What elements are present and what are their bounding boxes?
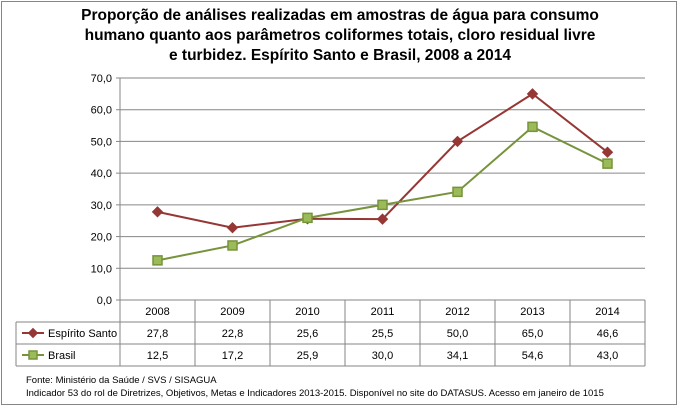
x-tick-label: 2014 <box>595 306 619 318</box>
data-point-brasil <box>527 121 538 133</box>
data-point-espirito-santo <box>151 206 164 218</box>
table-value-brasil: 17,2 <box>222 350 243 362</box>
data-point-espirito-santo <box>376 213 389 225</box>
data-point-brasil <box>602 158 613 169</box>
footer-note: Indicador 53 do rol de Diretrizes, Objet… <box>26 388 604 399</box>
y-tick-label: 60,0 <box>91 105 112 117</box>
x-tick-label: 2010 <box>295 306 319 318</box>
x-tick-label: 2011 <box>371 306 395 318</box>
chart-title: Proporção de análises realizadas em amos… <box>0 6 680 66</box>
data-point-espirito-santo <box>226 221 239 234</box>
chart-footer: Fonte: Ministério da Saúde / SVS / SISAG… <box>26 374 604 400</box>
table-value-brasil: 12,5 <box>147 350 168 362</box>
data-point-brasil <box>302 212 313 224</box>
y-tick-label: 10,0 <box>91 263 112 275</box>
y-tick-label: 40,0 <box>91 168 112 180</box>
y-tick-label: 20,0 <box>91 232 112 244</box>
data-point-brasil <box>227 240 238 251</box>
table-value-espirito-santo: 50,0 <box>447 328 468 340</box>
table-value-espirito-santo: 65,0 <box>522 328 543 340</box>
table-value-brasil: 54,6 <box>522 350 543 362</box>
data-point-espirito-santo <box>526 88 539 100</box>
y-tick-label: 50,0 <box>91 136 112 148</box>
table-value-espirito-santo: 46,6 <box>597 328 618 340</box>
chart-title-line-2: humano quanto aos parâmetros coliformes … <box>84 27 596 44</box>
table-value-brasil: 34,1 <box>447 350 468 362</box>
table-value-espirito-santo: 25,6 <box>297 328 318 340</box>
table-value-espirito-santo: 27,8 <box>147 328 168 340</box>
legend-label-brasil: Brasil <box>48 350 76 362</box>
table-value-espirito-santo: 22,8 <box>222 328 243 340</box>
data-point-brasil <box>377 199 388 211</box>
table-value-brasil: 43,0 <box>597 350 618 362</box>
data-point-espirito-santo <box>451 135 464 148</box>
x-tick-label: 2012 <box>445 306 469 318</box>
legend-marker-espirito-santo <box>27 327 39 339</box>
series-line-brasil <box>157 125 608 262</box>
y-tick-label: 0,0 <box>97 295 112 307</box>
footer-source: Fonte: Ministério da Saúde / SVS / SISAG… <box>26 375 217 386</box>
table-value-brasil: 30,0 <box>372 350 393 362</box>
x-tick-label: 2013 <box>520 306 544 318</box>
y-tick-label: 70,0 <box>91 73 112 85</box>
legend-label-espirito-santo: Espírito Santo <box>48 328 117 340</box>
y-tick-label: 30,0 <box>91 200 112 212</box>
data-point-espirito-santo <box>601 146 614 158</box>
data-point-brasil <box>152 255 163 266</box>
chart-title-line-1: Proporção de análises realizadas em amos… <box>81 7 599 24</box>
x-tick-label: 2009 <box>220 306 244 318</box>
table-value-brasil: 25,9 <box>297 350 318 362</box>
table-value-espirito-santo: 25,5 <box>372 328 393 340</box>
chart-title-line-3: e turbidez. Espírito Santo e Brasil, 200… <box>169 47 511 64</box>
legend-marker-brasil <box>28 350 38 360</box>
data-point-brasil <box>452 186 463 198</box>
x-tick-label: 2008 <box>145 306 169 318</box>
